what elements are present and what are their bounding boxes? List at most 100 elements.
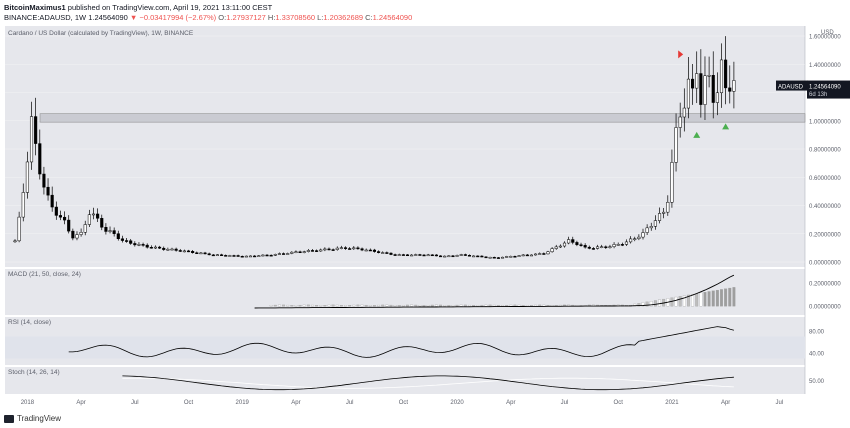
candle-down [149, 246, 153, 249]
candle-up [306, 250, 310, 252]
macd-line [254, 274, 735, 309]
candle-down [434, 254, 438, 257]
ohlc-open-value: 1.27937127 [226, 13, 266, 22]
y-tick-label: 1.00000000 [809, 119, 841, 125]
candle-down [711, 75, 715, 103]
candle-down [377, 251, 381, 253]
candle-down [728, 87, 732, 92]
candle-down [253, 255, 257, 258]
candle-down [174, 248, 178, 251]
macd-histogram-bar [707, 291, 711, 307]
candle-up [319, 249, 323, 252]
macd-histogram-bar [459, 304, 463, 307]
candle-down [310, 250, 315, 252]
candle-up [381, 252, 385, 254]
candle-down [492, 256, 496, 259]
macd-histogram-bar [472, 305, 476, 307]
candle-up [538, 253, 542, 255]
candle-up [550, 248, 554, 253]
x-tick-label: Apr [721, 400, 730, 406]
macd-histogram-bar [501, 305, 504, 307]
rsi-band [5, 336, 805, 359]
y-tick-label: 1.40000000 [809, 63, 841, 69]
footer-brand[interactable]: TradingView [4, 414, 61, 423]
candle-up [641, 232, 645, 238]
macd-histogram-bar [319, 305, 323, 307]
macd-histogram-bar [335, 304, 339, 307]
candle-up [215, 254, 219, 256]
macd-histogram-bar [695, 293, 699, 307]
macd-histogram-bar [468, 304, 471, 307]
plot-background [5, 26, 805, 394]
candle-up [670, 162, 674, 203]
sell-signal-icon [678, 50, 684, 59]
candle-down [58, 215, 62, 218]
candle-down [50, 194, 54, 208]
candle-up [108, 230, 112, 232]
macd-histogram-bar [315, 305, 319, 307]
candle-down [476, 255, 480, 258]
candle-down [54, 206, 58, 216]
macd-histogram-bar [368, 305, 372, 307]
candle-up [682, 107, 686, 118]
candle-up [91, 213, 96, 216]
candle-up [633, 238, 637, 240]
x-tick-label: Jul [131, 400, 139, 406]
candle-down [195, 252, 199, 254]
candle-down [186, 250, 191, 253]
candle-up [567, 239, 571, 244]
candle-up [558, 245, 562, 248]
candle-down [298, 251, 302, 254]
candle-down [129, 240, 133, 244]
stoch-d-line [122, 377, 734, 389]
candle-down [63, 216, 67, 221]
candle-down [282, 253, 286, 255]
macd-pane-title: MACD (21, 50, close, 24) [8, 271, 81, 278]
candle-up [686, 78, 690, 109]
macd-histogram-bar [439, 304, 443, 307]
candle-down [224, 255, 228, 257]
candle-up [261, 254, 265, 257]
candle-down [191, 251, 195, 253]
candle-down [604, 246, 608, 248]
last-price-tag [807, 80, 850, 99]
candle-down [240, 255, 244, 258]
macd-histogram-bar [451, 305, 455, 307]
candle-down [393, 254, 397, 256]
candle-down [331, 249, 335, 251]
candle-up [521, 254, 525, 257]
macd-histogram-bar [484, 304, 488, 307]
candle-up [459, 254, 463, 256]
candle-up [472, 255, 476, 258]
candle-up [294, 251, 298, 254]
candle-up [637, 236, 641, 239]
author-name[interactable]: BitcoinMaximus1 [4, 3, 66, 12]
macd-histogram-bar [401, 304, 405, 307]
macd-histogram-bar [496, 305, 500, 307]
candle-up [339, 247, 343, 249]
candle-up [649, 226, 653, 229]
macd-tick-label: 0.00000000 [809, 305, 841, 311]
candle-down [422, 254, 426, 257]
macd-histogram-bar [344, 305, 347, 307]
macd-histogram-bar [273, 304, 277, 307]
symbol-info-line: BINANCE:ADAUSD, 1W 1.24564090 ▼ −0.03417… [4, 13, 412, 22]
macd-histogram-bar [302, 304, 306, 307]
buy-signal-icon [722, 123, 730, 130]
candle-down [451, 255, 455, 258]
candle-up [323, 248, 327, 251]
macd-histogram-bar [422, 305, 426, 307]
candle-down [591, 248, 595, 250]
candle-up [166, 248, 170, 251]
macd-histogram-bar [311, 304, 314, 307]
macd-histogram-bar [381, 304, 385, 307]
x-tick-label: 2020 [450, 400, 464, 406]
candle-up [678, 116, 682, 128]
candle-down [269, 254, 273, 257]
macd-histogram-bar [397, 305, 401, 307]
candle-down [463, 254, 467, 256]
macd-histogram-bar [674, 296, 678, 307]
change-down-icon: ▼ [129, 13, 138, 22]
last-price-symbol: ADAUSD [778, 84, 804, 90]
